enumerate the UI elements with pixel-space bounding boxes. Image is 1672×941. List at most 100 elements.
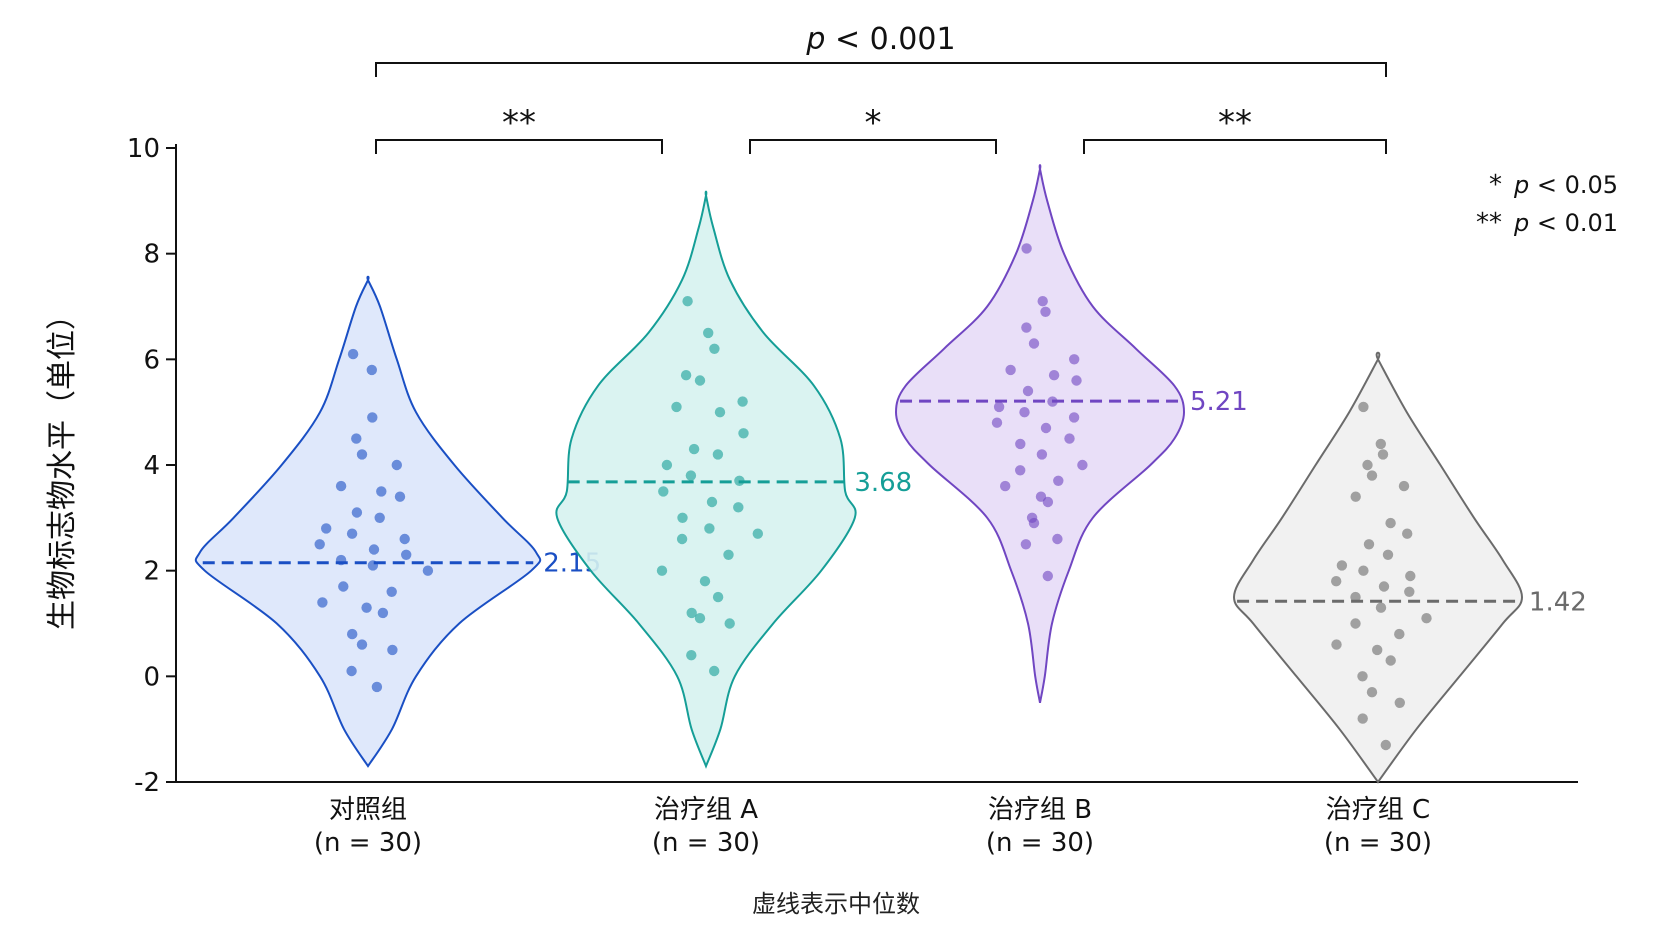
data-point — [680, 370, 692, 381]
data-point — [1037, 296, 1048, 307]
data-point — [374, 512, 385, 523]
data-point — [366, 364, 377, 376]
significance-label: * — [865, 103, 882, 143]
y-axis-label: 生物标志物水平（单位） — [45, 300, 80, 630]
data-point — [386, 586, 397, 597]
violin-body-4 — [1232, 351, 1524, 784]
data-point — [656, 565, 668, 576]
data-point — [338, 581, 349, 592]
data-point — [1366, 470, 1378, 481]
significance-bracket — [1083, 139, 1387, 154]
data-point — [1394, 697, 1406, 708]
y-tick-label: 6 — [143, 345, 160, 375]
data-point — [1036, 449, 1048, 460]
data-point — [394, 491, 406, 502]
significance-bracket — [749, 139, 997, 154]
data-point — [709, 665, 720, 677]
legend-text: p < 0.01 — [1513, 209, 1618, 237]
data-point — [1019, 407, 1030, 418]
legend-symbol: * — [1489, 170, 1502, 200]
significance-bracket — [375, 139, 663, 154]
data-point — [356, 639, 368, 650]
data-point — [1405, 570, 1416, 582]
data-point — [1421, 613, 1432, 624]
data-point — [1375, 602, 1387, 613]
data-point — [1068, 412, 1080, 423]
legend-symbol: ** — [1476, 208, 1502, 238]
data-point — [738, 428, 749, 439]
y-tick-label: 10 — [127, 134, 160, 164]
data-point — [1053, 475, 1064, 486]
significance-label: ** — [1218, 103, 1252, 143]
data-point — [399, 533, 410, 545]
significance-label: p < 0.001 — [805, 22, 955, 57]
data-point — [1380, 739, 1392, 751]
data-point — [712, 449, 724, 460]
data-point — [1357, 671, 1368, 682]
data-point — [1005, 364, 1016, 376]
data-point — [1022, 385, 1034, 397]
data-point — [1385, 655, 1396, 666]
data-point — [347, 348, 359, 360]
data-point — [709, 343, 720, 354]
y-tick-label: 4 — [143, 451, 160, 481]
data-point — [685, 470, 697, 481]
x-category-label: 治疗组 C — [1326, 795, 1430, 825]
data-point — [1052, 533, 1063, 545]
data-point — [706, 496, 718, 508]
data-point — [1362, 459, 1373, 471]
data-point — [1042, 496, 1054, 508]
data-point — [1336, 560, 1348, 571]
data-point — [1000, 480, 1011, 492]
median-value-label: 5.21 — [1190, 387, 1248, 417]
data-point — [1358, 401, 1369, 413]
data-point — [1378, 581, 1390, 592]
data-point — [1331, 576, 1342, 587]
data-point — [1350, 491, 1361, 502]
x-category-n-label: (n = 30) — [314, 828, 422, 858]
data-point — [671, 401, 682, 413]
data-point — [1358, 565, 1369, 576]
data-point — [712, 591, 724, 603]
data-point — [371, 681, 383, 693]
data-point — [1377, 449, 1389, 460]
data-point — [367, 412, 378, 423]
data-point — [401, 549, 412, 560]
data-point — [347, 628, 358, 640]
data-point — [1366, 687, 1378, 698]
data-point — [676, 533, 688, 545]
x-category-label: 治疗组 B — [988, 795, 1092, 825]
data-point — [1404, 586, 1415, 597]
data-point — [1020, 539, 1032, 550]
data-point — [376, 486, 387, 497]
data-point — [1028, 517, 1040, 529]
data-point — [1398, 480, 1410, 492]
data-point — [1375, 438, 1387, 450]
data-point — [1350, 591, 1361, 603]
violin-body-2 — [555, 190, 857, 769]
data-point — [703, 327, 714, 339]
data-point — [317, 597, 328, 608]
data-point — [1040, 422, 1052, 434]
data-point — [1015, 465, 1026, 476]
data-point — [714, 407, 726, 418]
data-point — [1372, 644, 1383, 656]
x-category-n-label: (n = 30) — [1324, 828, 1432, 858]
data-point — [335, 480, 347, 492]
violin-body-3 — [894, 164, 1186, 703]
y-tick-label: 2 — [143, 557, 160, 587]
data-point — [346, 665, 357, 677]
data-point — [677, 512, 688, 523]
data-point — [1015, 438, 1026, 450]
x-category-n-label: (n = 30) — [652, 828, 760, 858]
data-point — [368, 544, 380, 555]
data-point — [699, 576, 711, 587]
data-point — [361, 602, 372, 613]
data-point — [321, 523, 332, 534]
data-point — [1077, 459, 1088, 471]
data-point — [391, 459, 402, 471]
x-category-label: 治疗组 A — [654, 795, 758, 825]
data-point — [686, 607, 697, 619]
data-point — [686, 650, 697, 661]
median-value-label: 1.42 — [1529, 587, 1587, 617]
